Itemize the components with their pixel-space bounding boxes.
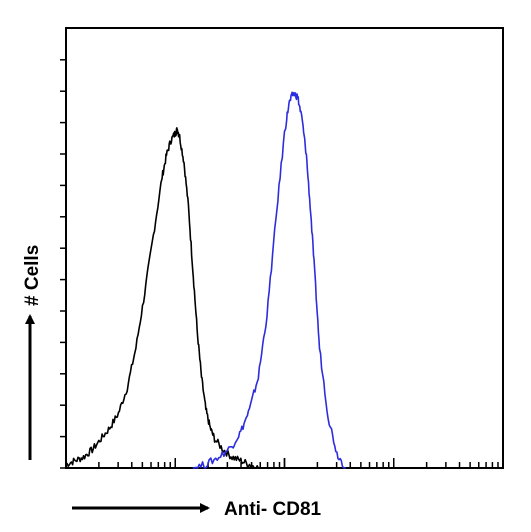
x-axis-ticks: [65, 458, 504, 468]
plot-frame: [65, 27, 504, 469]
y-axis-ticks: [60, 59, 66, 469]
series-layer: [65, 91, 346, 469]
isotype-control-histogram: [65, 127, 260, 469]
anti-cd81-histogram: [192, 91, 346, 469]
x-axis-label: Anti- CD81: [224, 499, 322, 520]
y-axis-label: # Cells: [22, 245, 43, 306]
